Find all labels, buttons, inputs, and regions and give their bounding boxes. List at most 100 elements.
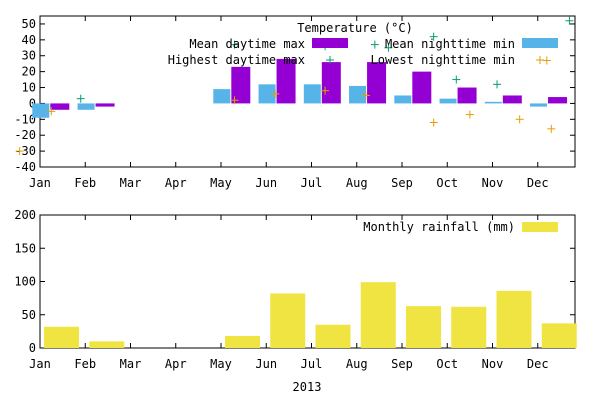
bar-monthly-rainfall: [225, 336, 260, 348]
point-lowest-nighttime-min: [271, 89, 280, 98]
bar-monthly-rainfall: [89, 341, 125, 348]
x-tick-label-rainfall: Sep: [391, 357, 413, 371]
point-highest-daytime-max: [370, 40, 379, 49]
x-tick-label-temperature: Jun: [255, 176, 277, 190]
x-tick-label-temperature: Mar: [120, 176, 142, 190]
bar-mean-nighttime-min: [394, 95, 412, 104]
bar-monthly-rainfall: [541, 323, 577, 348]
bar-mean-nighttime-min: [258, 84, 276, 104]
bar-mean-daytime-max: [367, 62, 387, 104]
x-tick-label-temperature: Sep: [391, 176, 413, 190]
point-lowest-nighttime-min: [230, 96, 239, 105]
y-tick-label-rainfall: 150: [14, 241, 36, 255]
x-tick-label-rainfall: Apr: [165, 357, 187, 371]
y-tick-label-temperature: -40: [14, 160, 36, 174]
x-tick-label-rainfall: Dec: [527, 357, 549, 371]
x-tick-label-rainfall: Mar: [120, 357, 142, 371]
plot-frame-temperature: [39, 15, 576, 168]
legend-label-monthly-rainfall: Monthly rainfall (mm): [363, 220, 515, 234]
bar-mean-daytime-max: [321, 62, 341, 104]
x-tick-label-temperature: Nov: [482, 176, 504, 190]
point-highest-daytime-max: [452, 75, 461, 84]
bar-mean-nighttime-min: [484, 101, 502, 104]
y-tick-label-temperature: -20: [14, 128, 36, 142]
x-tick-label-temperature: May: [210, 176, 232, 190]
legend-label-lowest-nighttime-min: Lowest nighttime min: [371, 53, 516, 67]
x-tick-label-temperature: Feb: [74, 176, 96, 190]
point-highest-daytime-max: [565, 16, 574, 25]
x-tick-label-temperature: Jan: [29, 176, 51, 190]
bar-mean-daytime-max: [412, 71, 432, 104]
legend-label-highest-daytime-max: Highest daytime max: [168, 53, 305, 67]
legend-label-mean-daytime-max: Mean daytime max: [189, 37, 305, 51]
y-tick-label-temperature: 20: [22, 65, 36, 79]
point-highest-daytime-max: [76, 94, 85, 103]
point-lowest-nighttime-min: [547, 124, 556, 133]
x-tick-label-temperature: Apr: [165, 176, 187, 190]
legend-label-mean-nighttime-min: Mean nighttime min: [385, 37, 515, 51]
legend-marker-lowest-nighttime-min: [536, 56, 544, 64]
x-tick-label-rainfall: Jul: [301, 357, 323, 371]
x-tick-label-temperature: Oct: [436, 176, 458, 190]
bar-mean-nighttime-min: [213, 89, 231, 104]
legend-swatch-mean-nighttime-min: [522, 38, 558, 48]
bar-mean-nighttime-min: [349, 85, 367, 104]
bar-mean-daytime-max: [95, 103, 115, 107]
y-tick-label-temperature: 40: [22, 33, 36, 47]
y-tick-label-temperature: 30: [22, 49, 36, 63]
y-tick-label-temperature: 10: [22, 81, 36, 95]
point-highest-daytime-max: [384, 43, 393, 52]
x-tick-label-rainfall: May: [210, 357, 232, 371]
x-tick-label-rainfall: Jun: [255, 357, 277, 371]
bar-mean-daytime-max: [548, 97, 568, 104]
point-lowest-nighttime-min: [321, 86, 330, 95]
x-tick-label-temperature: Dec: [527, 176, 549, 190]
y-tick-label-temperature: -10: [14, 112, 36, 126]
point-highest-daytime-max: [493, 80, 502, 89]
x-tick-label-rainfall: Feb: [74, 357, 96, 371]
point-highest-daytime-max: [429, 32, 438, 41]
point-lowest-nighttime-min: [465, 110, 474, 119]
y-tick-label-rainfall: 0: [29, 341, 36, 355]
y-tick-label-temperature: 50: [22, 17, 36, 31]
bar-monthly-rainfall: [315, 324, 351, 348]
legend-swatch-mean-daytime-max: [312, 38, 348, 48]
bar-mean-daytime-max: [276, 58, 296, 104]
x-axis-label-rainfall: 2013: [293, 380, 322, 394]
bar-mean-nighttime-min: [77, 103, 95, 110]
bar-monthly-rainfall: [496, 290, 532, 348]
point-lowest-nighttime-min: [15, 147, 24, 156]
bar-mean-daytime-max: [50, 103, 70, 110]
point-lowest-nighttime-min: [429, 118, 438, 127]
bar-monthly-rainfall: [406, 306, 441, 348]
point-highest-daytime-max: [230, 40, 239, 49]
point-lowest-nighttime-min: [47, 107, 56, 116]
x-tick-label-rainfall: Nov: [482, 357, 504, 371]
bar-mean-nighttime-min: [32, 103, 50, 118]
x-tick-label-rainfall: Aug: [346, 357, 368, 371]
bar-mean-daytime-max: [502, 95, 522, 104]
x-tick-label-temperature: Jul: [301, 176, 323, 190]
y-tick-label-rainfall: 200: [14, 208, 36, 222]
chart-title-temperature: Temperature (°C): [297, 21, 413, 35]
legend-swatch-monthly-rainfall: [522, 222, 558, 232]
x-tick-label-rainfall: Oct: [436, 357, 458, 371]
legend-marker-highest-daytime-max: [326, 56, 334, 64]
bar-monthly-rainfall: [270, 293, 306, 348]
bar-monthly-rainfall: [360, 282, 396, 348]
point-lowest-nighttime-min: [361, 91, 370, 100]
point-lowest-nighttime-min: [542, 56, 551, 65]
y-tick-label-rainfall: 100: [14, 275, 36, 289]
bar-mean-daytime-max: [457, 87, 477, 104]
bar-mean-nighttime-min: [439, 98, 457, 104]
bar-mean-nighttime-min: [530, 103, 548, 107]
point-lowest-nighttime-min: [515, 115, 524, 124]
plot-frame-rainfall: [39, 214, 576, 349]
x-tick-label-rainfall: Jan: [29, 357, 51, 371]
bar-mean-daytime-max: [231, 66, 251, 104]
bar-mean-nighttime-min: [303, 84, 321, 104]
y-tick-label-rainfall: 50: [22, 308, 36, 322]
x-tick-label-temperature: Aug: [346, 176, 368, 190]
